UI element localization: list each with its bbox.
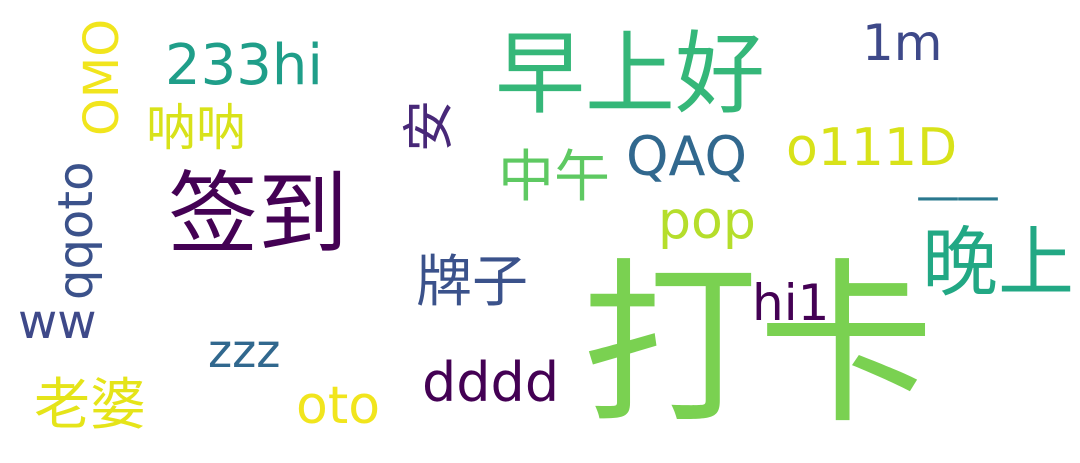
word-laopo: 老婆 [34, 373, 146, 438]
word-dash: —— [916, 171, 1000, 222]
word-qaq: QAQ [626, 125, 747, 188]
word-daka: 打卡 [582, 243, 935, 448]
word-qqoto: qqoto [48, 161, 104, 301]
word-zaoshanghao: 早上好 [495, 22, 765, 127]
word-paizi: 牌子 [416, 250, 528, 315]
word-1m: 1m [862, 14, 943, 72]
word-dddd: dddd [422, 351, 560, 414]
word-pop: pop [658, 191, 756, 251]
word-oto: oto [296, 376, 381, 436]
word-zhongwu: 中午 [498, 145, 610, 210]
word-ww: ww [18, 294, 97, 350]
word-o111d: o111D [786, 118, 958, 178]
word-nana: 呐呐 [146, 99, 246, 157]
word-233hi: 233hi [165, 33, 323, 98]
word-an: 安 [400, 99, 460, 152]
word-qiandao: 签到 [168, 162, 348, 267]
word-zzz: zzz [208, 324, 281, 378]
word-hi1: hi1 [752, 274, 830, 332]
word-omo: OMO [74, 19, 130, 136]
word-wanshang: 晚上 [922, 218, 1074, 307]
